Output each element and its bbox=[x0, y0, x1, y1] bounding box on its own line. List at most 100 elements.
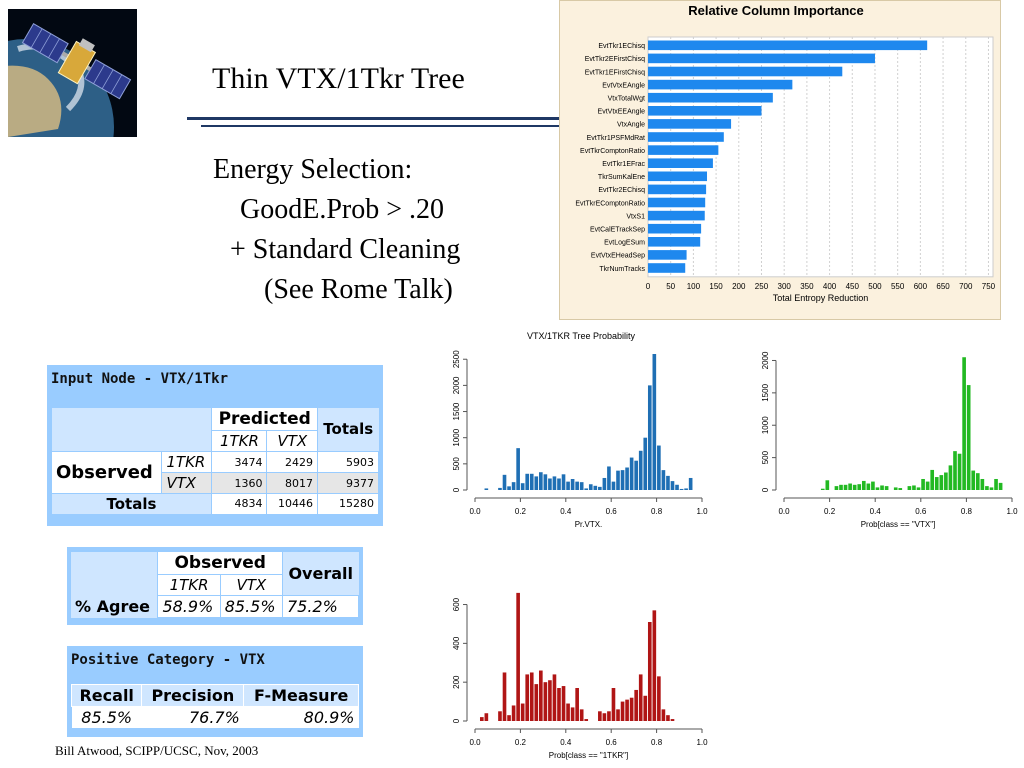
importance-bar bbox=[648, 132, 724, 142]
x-tick-label: 450 bbox=[846, 282, 860, 291]
histogram-bar bbox=[625, 467, 629, 490]
histogram-bar bbox=[602, 477, 607, 490]
category-label: VtxTotalWgt bbox=[608, 95, 645, 102]
histogram-bar bbox=[584, 488, 589, 490]
total-vtx: 9377 bbox=[317, 472, 379, 494]
histogram-bar bbox=[625, 699, 629, 721]
cell-1tkr-vtx: 2429 bbox=[266, 451, 319, 473]
y-tick-label: 0 bbox=[761, 487, 770, 492]
agree-class-1tkr: 1TKR bbox=[157, 574, 221, 596]
y-tick-label: 2000 bbox=[761, 351, 770, 369]
category-label: TkrSumKalEne bbox=[598, 174, 645, 181]
histogram-bar bbox=[620, 470, 625, 490]
agree-overall-value: 75.2% bbox=[281, 595, 360, 618]
histogram-bar bbox=[561, 474, 566, 490]
category-label: EvtTkr2EFirstChisq bbox=[585, 56, 645, 63]
x-tick-label: 500 bbox=[868, 282, 882, 291]
energy-line: (See Rome Talk) bbox=[264, 274, 453, 305]
histogram-bar bbox=[953, 451, 957, 490]
histogram-bar bbox=[529, 473, 534, 490]
y-tick-label: 1500 bbox=[761, 383, 770, 401]
x-tick-label: 0.8 bbox=[961, 507, 973, 516]
histogram-bar bbox=[875, 487, 880, 490]
x-tick-label: 150 bbox=[709, 282, 723, 291]
histogram-bar bbox=[948, 465, 953, 490]
histogram-bar bbox=[498, 487, 502, 490]
histogram-pr-vtx: VTX/1TKR Tree Probability 0.0 0.2 0.4 0.6 0.8… bbox=[452, 331, 708, 529]
histogram-bar bbox=[570, 707, 575, 721]
input-node-title: Input Node - VTX/1Tkr bbox=[51, 371, 229, 387]
histogram-bar bbox=[520, 483, 525, 490]
histogram-bar bbox=[534, 684, 539, 721]
histogram-bar bbox=[579, 709, 584, 721]
histogram-bar bbox=[511, 705, 516, 721]
positive-grid: Recall Precision F-Measure 85.5% 76.7% 8… bbox=[70, 684, 359, 728]
x-tick-label: 350 bbox=[800, 282, 814, 291]
histogram-bar bbox=[557, 688, 561, 721]
energy-line: Energy Selection: bbox=[213, 154, 413, 185]
fmeasure-header: F-Measure bbox=[243, 684, 359, 707]
x-tick-label: 400 bbox=[823, 282, 837, 291]
histogram-bar bbox=[998, 482, 1003, 490]
histogram-bar bbox=[543, 682, 548, 721]
histogram-bar bbox=[884, 486, 889, 490]
y-tick-label: 500 bbox=[452, 457, 461, 471]
importance-chart: Relative Column Importance 0 50 100 150 200 25… bbox=[559, 0, 1001, 320]
histogram-bar bbox=[679, 488, 684, 490]
totals-row-label: Totals bbox=[51, 493, 212, 514]
importance-bar bbox=[648, 237, 701, 247]
histogram-bar bbox=[688, 477, 693, 490]
positive-category-table: Positive Category - VTX Recall Precision… bbox=[67, 646, 363, 737]
histogram-bar bbox=[861, 480, 866, 490]
x-tick-label: 50 bbox=[666, 282, 675, 291]
histogram-bar bbox=[857, 484, 862, 490]
histogram-bar bbox=[820, 488, 825, 490]
corner-cell bbox=[50, 407, 213, 452]
histogram-bar bbox=[548, 680, 552, 721]
x-tick-label: 0.0 bbox=[778, 507, 790, 516]
grand-total: 15280 bbox=[317, 493, 379, 515]
recall-value: 85.5% bbox=[71, 706, 142, 728]
agree-table: Observed Overall 1TKR VTX % Agree 58.9% … bbox=[67, 547, 363, 625]
histogram-bar bbox=[852, 484, 857, 490]
total-pred-vtx: 10446 bbox=[266, 493, 319, 515]
importance-bar bbox=[648, 92, 773, 103]
histogram-bar bbox=[575, 481, 579, 490]
importance-bar bbox=[648, 106, 762, 116]
y-tick-label: 1000 bbox=[761, 416, 770, 434]
agree-overall-header: Overall bbox=[282, 551, 359, 596]
slide-title: Thin VTX/1Tkr Tree bbox=[212, 62, 465, 95]
histogram-bar bbox=[843, 484, 848, 490]
cell-vtx-vtx: 8017 bbox=[266, 472, 319, 494]
histogram-bar bbox=[511, 482, 516, 490]
x-axis-label: Prob[class == "VTX"] bbox=[861, 520, 936, 529]
category-label: EvtTkrComptonRatio bbox=[580, 148, 645, 155]
importance-bar bbox=[648, 223, 702, 234]
x-tick-label: 100 bbox=[687, 282, 701, 291]
x-tick-label: 0.0 bbox=[469, 507, 481, 516]
histogram-bar bbox=[484, 488, 489, 490]
title-rule-bottom bbox=[201, 125, 559, 127]
histogram-bar bbox=[839, 484, 843, 490]
histogram-bar bbox=[561, 686, 566, 721]
histogram-bar bbox=[634, 460, 638, 490]
histogram-bar bbox=[638, 674, 643, 721]
histogram-bar bbox=[611, 688, 616, 721]
importance-bar bbox=[648, 119, 732, 129]
histogram-bar bbox=[611, 481, 616, 490]
histogram-bar bbox=[543, 474, 548, 490]
histogram-bar bbox=[552, 674, 557, 721]
histogram-bar bbox=[989, 487, 994, 490]
x-tick-label: 0.6 bbox=[915, 507, 927, 516]
histogram-bar bbox=[944, 472, 948, 490]
x-tick-label: 250 bbox=[755, 282, 769, 291]
x-tick-label: 0.8 bbox=[651, 738, 663, 747]
y-tick-label: 0 bbox=[452, 718, 461, 723]
histogram-bar bbox=[670, 719, 675, 721]
histogram-bar bbox=[647, 622, 652, 721]
histogram-bar bbox=[666, 475, 670, 490]
category-label: EvtLogESum bbox=[604, 240, 645, 247]
histogram-bar bbox=[880, 485, 884, 490]
recall-header: Recall bbox=[70, 684, 143, 707]
pred-class-vtx: VTX bbox=[266, 430, 319, 452]
